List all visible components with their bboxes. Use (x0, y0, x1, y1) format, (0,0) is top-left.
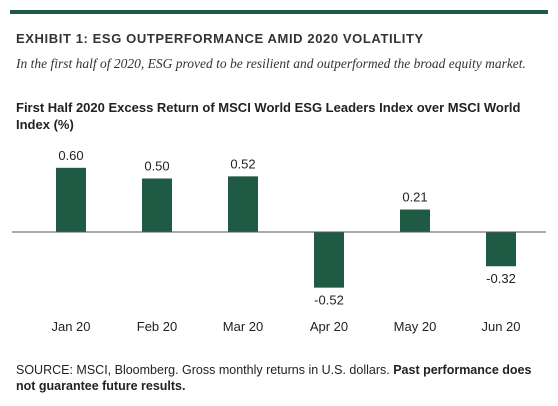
bars-group (56, 167, 516, 288)
value-label: 0.52 (230, 156, 255, 171)
bar-mar-20 (228, 176, 258, 232)
bar-jan-20 (56, 167, 86, 232)
value-label: -0.32 (486, 271, 516, 286)
x-tick-label: Apr 20 (310, 319, 348, 334)
value-label: 0.50 (144, 159, 169, 174)
bar-jun-20 (486, 232, 516, 267)
bar-feb-20 (142, 178, 172, 232)
source-note: SOURCE: MSCI, Bloomberg. Gross monthly r… (16, 362, 546, 394)
x-tick-label: Feb 20 (137, 319, 177, 334)
x-tick-label: Jan 20 (51, 319, 90, 334)
chart-title: First Half 2020 Excess Return of MSCI Wo… (16, 100, 521, 132)
value-label: 0.21 (402, 190, 427, 205)
bar-apr-20 (314, 232, 344, 288)
exhibit-title: EXHIBIT 1: ESG OUTPERFORMANCE AMID 2020 … (16, 31, 424, 46)
value-label: -0.52 (314, 293, 344, 308)
x-tick-labels-group: Jan 20 Feb 20 Mar 20 Apr 20 May 20 Jun 20 (51, 319, 520, 334)
x-tick-label: Mar 20 (223, 319, 263, 334)
exhibit-subtitle: In the first half of 2020, ESG proved to… (16, 56, 526, 71)
value-labels-group: 0.60 0.50 0.52 -0.52 0.21 -0.32 (58, 148, 515, 308)
top-accent-bar (10, 10, 548, 14)
x-tick-label: Jun 20 (481, 319, 520, 334)
bar-may-20 (400, 209, 430, 232)
disclaimer-text: Past performance does not guarantee futu… (16, 363, 532, 393)
source-text: SOURCE: MSCI, Bloomberg. Gross monthly r… (16, 363, 394, 377)
x-tick-label: May 20 (394, 319, 437, 334)
value-label: 0.60 (58, 148, 83, 163)
